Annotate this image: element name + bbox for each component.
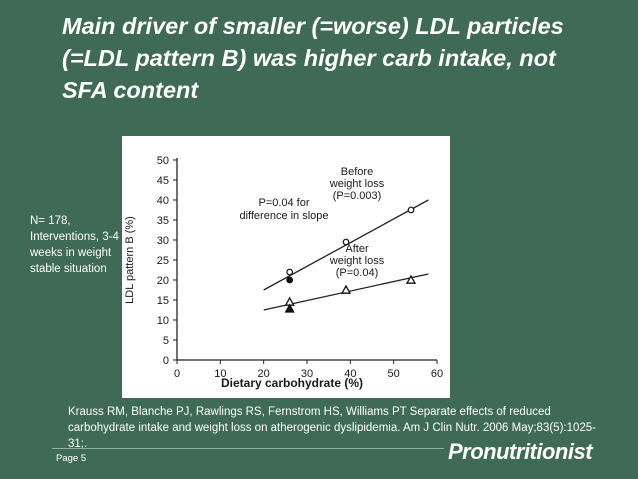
x-axis-label: Dietary carbohydrate (%) (221, 376, 363, 390)
x-tick-label: 40 (344, 368, 356, 380)
chart-figure: 0 5 10 15 20 25 30 35 40 45 50 0 10 20 30 40 50 60 Before… (122, 136, 450, 398)
x-tick-label: 10 (214, 368, 226, 380)
citation: Krauss RM, Blanche PJ, Rawlings RS, Fern… (68, 406, 597, 450)
y-tick-label: 20 (157, 275, 169, 287)
y-tick-label: 30 (157, 235, 169, 247)
slide-title: Main driver of smaller (=worse) LDL part… (62, 13, 564, 103)
y-tick-label: 15 (157, 295, 169, 307)
x-tick-label: 60 (431, 368, 443, 380)
y-tick-label: 35 (157, 215, 169, 227)
before-point-1 (286, 276, 294, 284)
before-point-0 (286, 268, 294, 276)
y-tick-label: 50 (157, 155, 169, 167)
slope-annotation: P=0.04 for difference in slope (239, 197, 328, 222)
before-point-3 (407, 206, 415, 214)
y-tick-label: 40 (157, 195, 169, 207)
x-tick-label: 30 (301, 368, 313, 380)
ldl-pattern-chart: 0 5 10 15 20 25 30 35 40 45 50 0 10 20 30 40 50 60 Before… (124, 155, 443, 390)
after-point-3 (405, 274, 417, 284)
series-label-after: After weight loss (P=0.04) (329, 243, 385, 279)
page-number: Page 5 (56, 453, 87, 464)
before-point-2 (342, 238, 350, 246)
study-note: N= 178, Interventions, 3-4 weeks in weig… (30, 213, 120, 277)
after-point-1 (284, 303, 295, 313)
y-tick-label: 5 (163, 335, 169, 347)
y-tick-label: 25 (157, 255, 169, 267)
x-tick-label: 20 (258, 368, 270, 380)
footer-divider (52, 448, 444, 449)
pronutritionist-logo: Pronutritionist (448, 439, 593, 464)
y-axis-label: LDL pattern B (%) (124, 216, 136, 304)
series-label-before: Before weight loss (P=0.003) (329, 166, 385, 202)
y-tick-label: 0 (163, 355, 169, 367)
after-point-2 (340, 284, 352, 294)
y-tick-label: 45 (157, 175, 169, 187)
y-tick-label: 10 (157, 315, 169, 327)
x-tick-label: 0 (174, 368, 180, 380)
x-tick-label: 50 (388, 368, 400, 380)
